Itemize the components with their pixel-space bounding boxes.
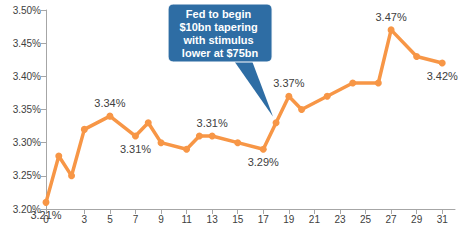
svg-text:15: 15 <box>232 214 244 225</box>
svg-text:3.34%: 3.34% <box>94 97 125 109</box>
svg-text:3.20%: 3.20% <box>12 203 41 215</box>
svg-text:7: 7 <box>133 214 139 225</box>
svg-text:lower at $75bn: lower at $75bn <box>182 47 259 59</box>
svg-text:$10bn tapering: $10bn tapering <box>179 21 260 33</box>
svg-text:3.31%: 3.31% <box>120 143 151 155</box>
svg-text:19: 19 <box>283 214 295 225</box>
svg-text:3.37%: 3.37% <box>273 77 304 89</box>
svg-text:3.45%: 3.45% <box>13 38 41 49</box>
svg-text:3.29%: 3.29% <box>248 156 279 168</box>
svg-text:3.40%: 3.40% <box>13 71 41 82</box>
svg-text:3.50%: 3.50% <box>13 5 41 16</box>
svg-text:3.21%: 3.21% <box>30 209 61 221</box>
svg-text:with stimulus: with stimulus <box>182 34 256 46</box>
svg-text:3.42%: 3.42% <box>427 70 458 82</box>
svg-text:3.31%: 3.31% <box>197 117 228 129</box>
svg-text:5: 5 <box>107 214 113 225</box>
svg-text:27: 27 <box>386 214 398 225</box>
svg-text:Fed to begin: Fed to begin <box>186 8 254 20</box>
svg-text:17: 17 <box>258 214 270 225</box>
svg-text:11: 11 <box>181 214 192 225</box>
svg-text:13: 13 <box>207 214 219 225</box>
svg-text:23: 23 <box>334 214 346 225</box>
svg-text:21: 21 <box>309 214 321 225</box>
svg-text:31: 31 <box>437 214 449 225</box>
svg-text:29: 29 <box>411 214 423 225</box>
svg-text:9: 9 <box>158 214 164 225</box>
svg-text:3.47%: 3.47% <box>375 11 406 23</box>
svg-text:3: 3 <box>82 214 88 225</box>
svg-text:3.25%: 3.25% <box>13 170 41 181</box>
svg-text:3.30%: 3.30% <box>13 137 41 148</box>
svg-text:25: 25 <box>360 214 372 225</box>
svg-text:3.35%: 3.35% <box>13 104 41 115</box>
